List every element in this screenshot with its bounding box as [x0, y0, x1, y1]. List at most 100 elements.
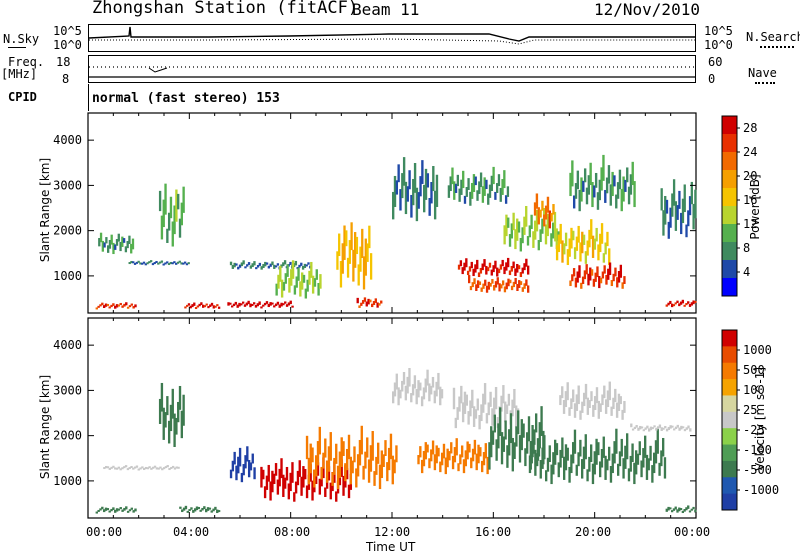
- data-cell: [469, 400, 472, 417]
- data-cell: [141, 262, 144, 265]
- data-cluster: [392, 157, 439, 222]
- data-cell: [342, 475, 345, 496]
- data-cell: [229, 469, 233, 479]
- data-cell: [108, 510, 111, 513]
- data-cell: [316, 462, 320, 476]
- colorbar-frame: [721, 329, 738, 511]
- data-cell: [124, 465, 128, 468]
- data-cell: [260, 266, 263, 270]
- data-cell: [173, 467, 177, 470]
- data-cell: [510, 223, 513, 239]
- data-cell: [581, 231, 584, 254]
- data-cell: [493, 397, 496, 418]
- data-cell: [107, 245, 110, 253]
- data-cell: [285, 304, 289, 307]
- data-cell: [253, 467, 256, 480]
- data-cell: [313, 278, 317, 287]
- data-cell: [422, 387, 426, 400]
- data-cell: [335, 443, 338, 464]
- data-cell: [503, 286, 507, 293]
- data-cell: [538, 422, 541, 449]
- data-cell: [180, 410, 183, 439]
- data-cell: [352, 249, 355, 282]
- data-cell: [251, 453, 254, 464]
- data-cell: [175, 262, 178, 265]
- data-cell: [190, 507, 193, 510]
- data-cell: [575, 236, 579, 251]
- data-cell: [378, 303, 381, 306]
- data-cell: [408, 170, 411, 190]
- data-cell: [477, 444, 480, 464]
- data-cell: [399, 189, 402, 211]
- data-cell: [177, 401, 180, 423]
- data-cell: [101, 506, 104, 510]
- data-cell: [485, 179, 488, 190]
- data-cell: [246, 446, 249, 462]
- data-cell: [501, 259, 504, 267]
- data-cell: [401, 380, 404, 392]
- data-cell: [653, 425, 656, 428]
- data-cell: [599, 233, 602, 253]
- nsky-tick-low: 10^0: [53, 38, 82, 52]
- data-cell: [208, 507, 212, 510]
- data-cell: [432, 166, 435, 192]
- data-cell: [482, 393, 485, 413]
- data-cell: [640, 426, 644, 429]
- data-cell: [406, 186, 409, 202]
- data-cell: [442, 443, 446, 459]
- data-cell: [372, 301, 376, 306]
- data-cell: [238, 302, 241, 307]
- data-cell: [214, 305, 217, 308]
- data-cell: [354, 232, 357, 268]
- data-cell: [537, 207, 540, 225]
- data-cell: [665, 428, 669, 432]
- colorbar-tick-label: 25: [743, 403, 757, 417]
- data-cell: [171, 221, 174, 247]
- data-cluster: [554, 219, 611, 266]
- data-cell: [665, 304, 668, 307]
- xtick-04: 04:00: [173, 525, 210, 539]
- data-cell: [552, 222, 555, 239]
- data-cell: [392, 391, 395, 404]
- data-cell: [505, 404, 509, 414]
- data-cell: [243, 304, 247, 307]
- colorbar-segment: [722, 116, 737, 135]
- data-cell: [478, 181, 481, 194]
- data-cell: [110, 304, 113, 308]
- data-cell: [244, 266, 247, 269]
- data-cell: [430, 181, 433, 204]
- data-cell: [204, 508, 208, 513]
- data-cell: [620, 438, 623, 457]
- data-cell: [512, 261, 515, 269]
- nsearch-line-sample: [760, 46, 794, 48]
- data-cell: [649, 445, 652, 461]
- data-cell: [479, 447, 482, 457]
- data-cell: [175, 189, 178, 222]
- data-cell: [112, 465, 115, 468]
- data-cell: [581, 459, 584, 479]
- data-cell: [249, 265, 253, 269]
- data-cell: [327, 446, 331, 472]
- data-cell: [552, 452, 555, 475]
- data-cell: [473, 439, 477, 455]
- data-cell: [524, 448, 527, 467]
- data-cell: [435, 381, 438, 397]
- data-cell: [573, 247, 577, 260]
- data-cell: [507, 278, 510, 287]
- data-cell: [105, 237, 108, 244]
- data-cell: [205, 303, 208, 306]
- data-cell: [600, 223, 604, 244]
- data-cell: [616, 277, 619, 288]
- data-cell: [411, 384, 415, 396]
- data-cell: [474, 264, 477, 273]
- data-cell: [525, 279, 528, 286]
- data-cell: [458, 188, 461, 202]
- data-cell: [513, 388, 516, 409]
- data-cell: [463, 195, 467, 204]
- data-cell: [102, 509, 106, 513]
- data-cell: [367, 459, 371, 483]
- data-cell: [196, 305, 199, 308]
- data-cell: [519, 237, 522, 252]
- data-cell: [471, 282, 474, 288]
- data-cell: [629, 455, 632, 472]
